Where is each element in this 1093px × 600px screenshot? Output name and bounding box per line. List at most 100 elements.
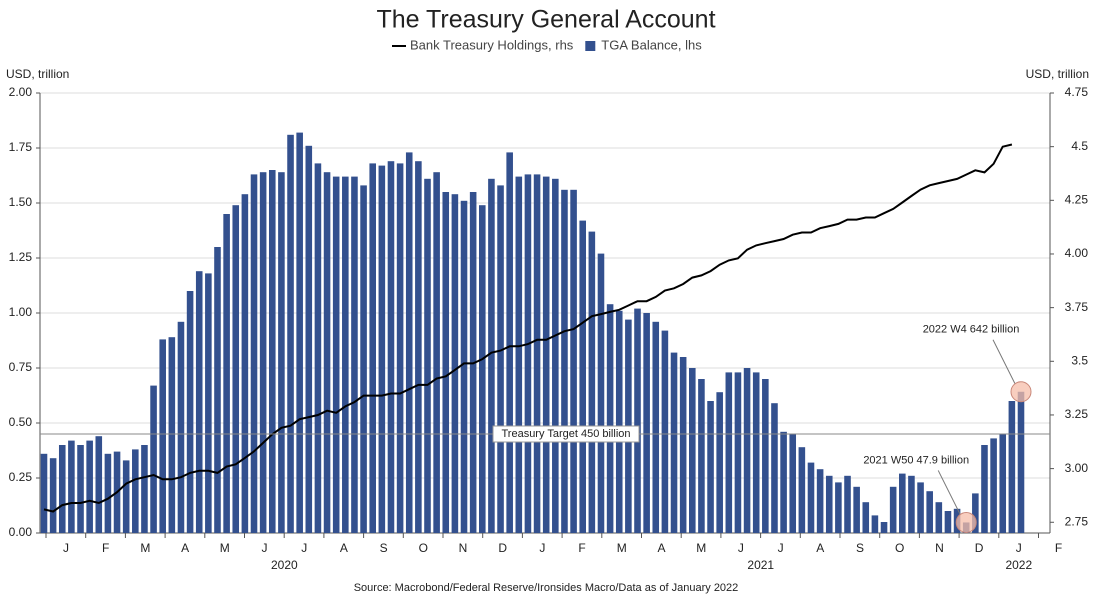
bar bbox=[835, 482, 842, 533]
year-label: 2020 bbox=[271, 558, 298, 572]
y-tick-label: 1.00 bbox=[9, 305, 33, 319]
bar bbox=[159, 339, 166, 533]
x-tick-label: N bbox=[935, 541, 944, 555]
bar bbox=[77, 445, 84, 533]
bar bbox=[1008, 401, 1016, 533]
y2-axis-label: USD, trillion bbox=[1026, 67, 1089, 81]
bar bbox=[268, 170, 276, 533]
bar bbox=[95, 436, 103, 533]
bar bbox=[442, 192, 450, 533]
x-tick-label: S bbox=[856, 541, 864, 555]
bar bbox=[670, 352, 678, 533]
bar bbox=[634, 308, 641, 533]
x-tick-label: J bbox=[778, 541, 784, 555]
bar bbox=[168, 337, 176, 533]
bar bbox=[825, 475, 833, 533]
bar bbox=[424, 178, 431, 534]
bar bbox=[716, 392, 723, 533]
bar bbox=[506, 152, 513, 533]
y2-tick-label: 3.00 bbox=[1065, 461, 1089, 475]
bar bbox=[478, 205, 486, 533]
bar bbox=[259, 172, 267, 533]
bar bbox=[570, 189, 577, 534]
x-tick-label: J bbox=[301, 541, 307, 555]
bar bbox=[743, 368, 751, 533]
annotation-label: 2022 W4 642 billion bbox=[923, 324, 1020, 336]
bar bbox=[68, 440, 75, 533]
bar bbox=[707, 401, 714, 533]
x-tick-label: J bbox=[63, 541, 69, 555]
annotation-marker bbox=[1010, 381, 1032, 403]
bar bbox=[296, 132, 303, 533]
bar bbox=[771, 403, 778, 533]
x-tick-label: A bbox=[816, 541, 824, 555]
x-tick-label: A bbox=[181, 541, 189, 555]
y2-tick-label: 3.25 bbox=[1065, 407, 1089, 421]
bar bbox=[122, 460, 130, 533]
x-tick-label: D bbox=[975, 541, 984, 555]
bar bbox=[762, 379, 769, 533]
bar bbox=[524, 174, 532, 533]
bar bbox=[360, 185, 367, 533]
bar bbox=[698, 379, 705, 533]
bar bbox=[725, 372, 733, 533]
bar bbox=[908, 475, 915, 533]
x-tick-label: M bbox=[696, 541, 706, 555]
bar bbox=[232, 205, 240, 533]
y-tick-label: 0.75 bbox=[9, 360, 33, 374]
bar bbox=[241, 194, 249, 533]
year-label: 2021 bbox=[747, 558, 774, 572]
chart-title: The Treasury General Account bbox=[376, 6, 715, 34]
bar bbox=[86, 440, 93, 533]
bar bbox=[195, 271, 203, 533]
bar bbox=[606, 304, 614, 533]
bar bbox=[588, 231, 596, 533]
annotation-pointer bbox=[992, 339, 1016, 384]
bar bbox=[305, 145, 313, 534]
bar bbox=[287, 134, 294, 534]
bar bbox=[387, 161, 395, 533]
bar bbox=[351, 176, 358, 533]
bar bbox=[780, 431, 787, 533]
bar bbox=[926, 491, 933, 533]
bar bbox=[396, 163, 404, 533]
bar bbox=[378, 165, 386, 533]
bar bbox=[58, 445, 66, 533]
x-tick-label: J bbox=[262, 541, 268, 555]
reference-label-box bbox=[492, 425, 640, 443]
y-axis-label: USD, trillion bbox=[6, 67, 69, 81]
bar bbox=[972, 493, 979, 533]
bar bbox=[214, 247, 221, 533]
x-tick-label: M bbox=[220, 541, 230, 555]
bar bbox=[871, 515, 879, 533]
bar bbox=[917, 482, 924, 533]
bar bbox=[369, 163, 376, 533]
bar bbox=[652, 321, 660, 533]
bar bbox=[177, 321, 185, 533]
bar bbox=[342, 176, 349, 533]
y-tick-label: 2.00 bbox=[9, 85, 33, 99]
annotation-label: 2021 W50 47.9 billion bbox=[863, 454, 969, 466]
bar bbox=[1017, 391, 1025, 533]
bar bbox=[332, 176, 340, 533]
annotation-marker bbox=[955, 511, 977, 533]
bar bbox=[734, 372, 742, 533]
x-tick-label: O bbox=[419, 541, 428, 555]
y2-tick-label: 3.75 bbox=[1065, 300, 1089, 314]
x-tick-label: F bbox=[578, 541, 585, 555]
legend-label: Bank Treasury Holdings, rhs bbox=[410, 37, 574, 52]
bar bbox=[515, 176, 523, 533]
x-tick-label: M bbox=[140, 541, 150, 555]
bar bbox=[132, 449, 139, 533]
bar bbox=[561, 189, 568, 534]
line-series bbox=[43, 143, 1013, 513]
x-tick-label: N bbox=[459, 541, 468, 555]
x-tick-label: F bbox=[1055, 541, 1062, 555]
bar bbox=[250, 174, 258, 533]
x-tick-label: D bbox=[498, 541, 507, 555]
x-tick-label: J bbox=[738, 541, 744, 555]
bar bbox=[880, 522, 888, 533]
bar bbox=[542, 176, 550, 533]
